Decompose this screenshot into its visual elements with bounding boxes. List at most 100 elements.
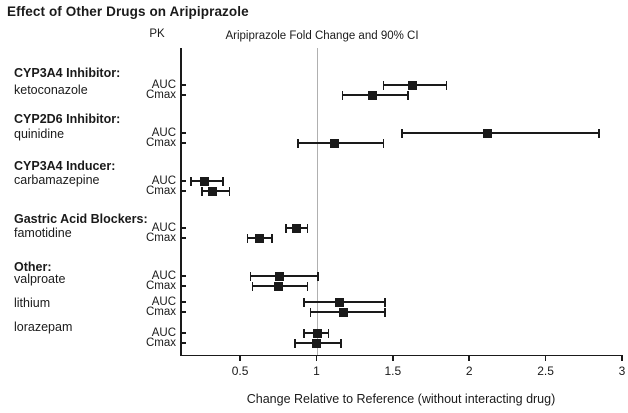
point-marker bbox=[255, 233, 265, 243]
figure-title: Effect of Other Drugs on Aripiprazole bbox=[7, 4, 249, 19]
ci-bar bbox=[401, 132, 600, 134]
x-tick-label: 3 bbox=[618, 364, 626, 378]
ci-cap-right bbox=[222, 176, 224, 186]
group-header: CYP2D6 Inhibitor: bbox=[14, 112, 121, 126]
ci-cap-right bbox=[317, 271, 319, 281]
y-axis-tick bbox=[180, 311, 186, 313]
ci-cap-right bbox=[384, 307, 386, 317]
point-marker bbox=[368, 90, 378, 100]
x-axis-line bbox=[180, 354, 623, 356]
drug-label: carbamazepine bbox=[14, 173, 100, 187]
pk-row-label: Cmax bbox=[145, 88, 176, 101]
ci-bar bbox=[250, 275, 318, 277]
point-marker bbox=[408, 80, 418, 90]
ci-cap-right bbox=[228, 186, 231, 196]
pk-row-label: Cmax bbox=[145, 184, 176, 197]
y-axis-tick bbox=[180, 180, 186, 182]
ci-bar bbox=[298, 142, 384, 144]
point-marker bbox=[334, 297, 344, 307]
point-marker bbox=[273, 281, 283, 291]
y-axis-tick bbox=[180, 94, 186, 96]
ci-cap-left bbox=[246, 233, 249, 243]
point-marker bbox=[200, 176, 210, 186]
pk-row-label: Cmax bbox=[145, 336, 176, 349]
drug-label: lorazepam bbox=[14, 320, 73, 334]
x-tick-label: 1 bbox=[313, 364, 320, 378]
pk-row-label: AUC bbox=[151, 78, 176, 91]
x-tick-label: 1.5 bbox=[384, 364, 402, 378]
y-axis-line bbox=[180, 48, 182, 355]
group-header: CYP3A4 Inhibitor: bbox=[14, 66, 121, 80]
ci-cap-left bbox=[249, 271, 252, 281]
reference-line bbox=[316, 48, 318, 355]
pk-row-label: AUC bbox=[151, 269, 176, 282]
pk-row-label: AUC bbox=[151, 326, 176, 339]
ci-cap-left bbox=[294, 338, 296, 348]
pk-row-label: Cmax bbox=[145, 279, 176, 292]
ci-cap-right bbox=[384, 297, 386, 307]
drug-label: lithium bbox=[14, 296, 51, 310]
point-marker bbox=[208, 186, 218, 196]
ci-cap-right bbox=[382, 138, 385, 148]
pk-row-label: Cmax bbox=[145, 136, 176, 149]
ci-cap-right bbox=[306, 281, 309, 291]
x-axis-tick bbox=[621, 355, 623, 361]
point-marker bbox=[292, 223, 302, 233]
ci-cap-left bbox=[341, 90, 344, 100]
pk-row-label: AUC bbox=[151, 295, 176, 308]
pk-column-header: PK bbox=[149, 28, 165, 40]
x-axis-tick bbox=[315, 355, 318, 361]
x-axis-tick bbox=[392, 355, 394, 361]
pk-row-label: AUC bbox=[151, 221, 176, 234]
group-header: CYP3A4 Inducer: bbox=[14, 159, 116, 173]
y-axis-tick bbox=[180, 132, 186, 134]
x-axis-tick bbox=[239, 355, 241, 361]
point-marker bbox=[483, 128, 493, 138]
drug-label: ketoconazole bbox=[14, 83, 88, 97]
x-axis-tick bbox=[544, 355, 547, 361]
ci-bar bbox=[304, 301, 386, 303]
ci-cap-right bbox=[340, 338, 342, 348]
y-axis-tick bbox=[180, 237, 186, 239]
drug-label: valproate bbox=[14, 272, 66, 286]
ci-cap-right bbox=[306, 223, 309, 233]
ci-cap-right bbox=[407, 90, 409, 100]
pk-row-label: Cmax bbox=[145, 231, 176, 244]
group-header: Gastric Acid Blockers: bbox=[14, 212, 148, 226]
ci-cap-left bbox=[251, 281, 254, 291]
y-axis-tick bbox=[180, 142, 186, 144]
x-tick-label: 2.5 bbox=[537, 364, 554, 378]
ci-cap-left bbox=[401, 128, 403, 138]
point-marker bbox=[313, 328, 323, 338]
ci-cap-left bbox=[285, 223, 287, 233]
pk-row-label: AUC bbox=[151, 126, 176, 139]
y-axis-tick bbox=[180, 84, 186, 86]
ci-cap-right bbox=[271, 233, 273, 243]
drug-label: quinidine bbox=[14, 127, 65, 141]
ci-cap-left bbox=[201, 186, 203, 196]
ci-cap-left bbox=[303, 297, 305, 307]
y-axis-tick bbox=[180, 301, 186, 303]
ci-cap-right bbox=[327, 328, 330, 338]
y-axis-tick bbox=[180, 285, 186, 287]
ci-cap-left bbox=[190, 176, 192, 186]
pk-row-label: Cmax bbox=[145, 305, 176, 318]
point-marker bbox=[311, 338, 321, 348]
y-axis-tick bbox=[180, 342, 186, 344]
y-axis-tick bbox=[180, 190, 186, 192]
y-axis-tick bbox=[180, 275, 186, 277]
point-marker bbox=[339, 307, 349, 317]
ci-cap-left bbox=[382, 80, 385, 90]
ci-cap-right bbox=[598, 128, 600, 138]
y-axis-tick bbox=[180, 227, 186, 229]
ci-cap-left bbox=[309, 307, 312, 317]
ci-cap-left bbox=[303, 328, 305, 338]
x-tick-label: 2 bbox=[465, 364, 473, 378]
point-marker bbox=[275, 271, 285, 281]
group-header: Other: bbox=[14, 260, 52, 274]
x-axis-tick bbox=[468, 355, 470, 361]
x-tick-label: 0.5 bbox=[231, 364, 249, 378]
ci-cap-right bbox=[445, 80, 448, 90]
point-marker bbox=[330, 138, 340, 148]
plot-header: Aripiprazole Fold Change and 90% CI bbox=[225, 30, 419, 42]
